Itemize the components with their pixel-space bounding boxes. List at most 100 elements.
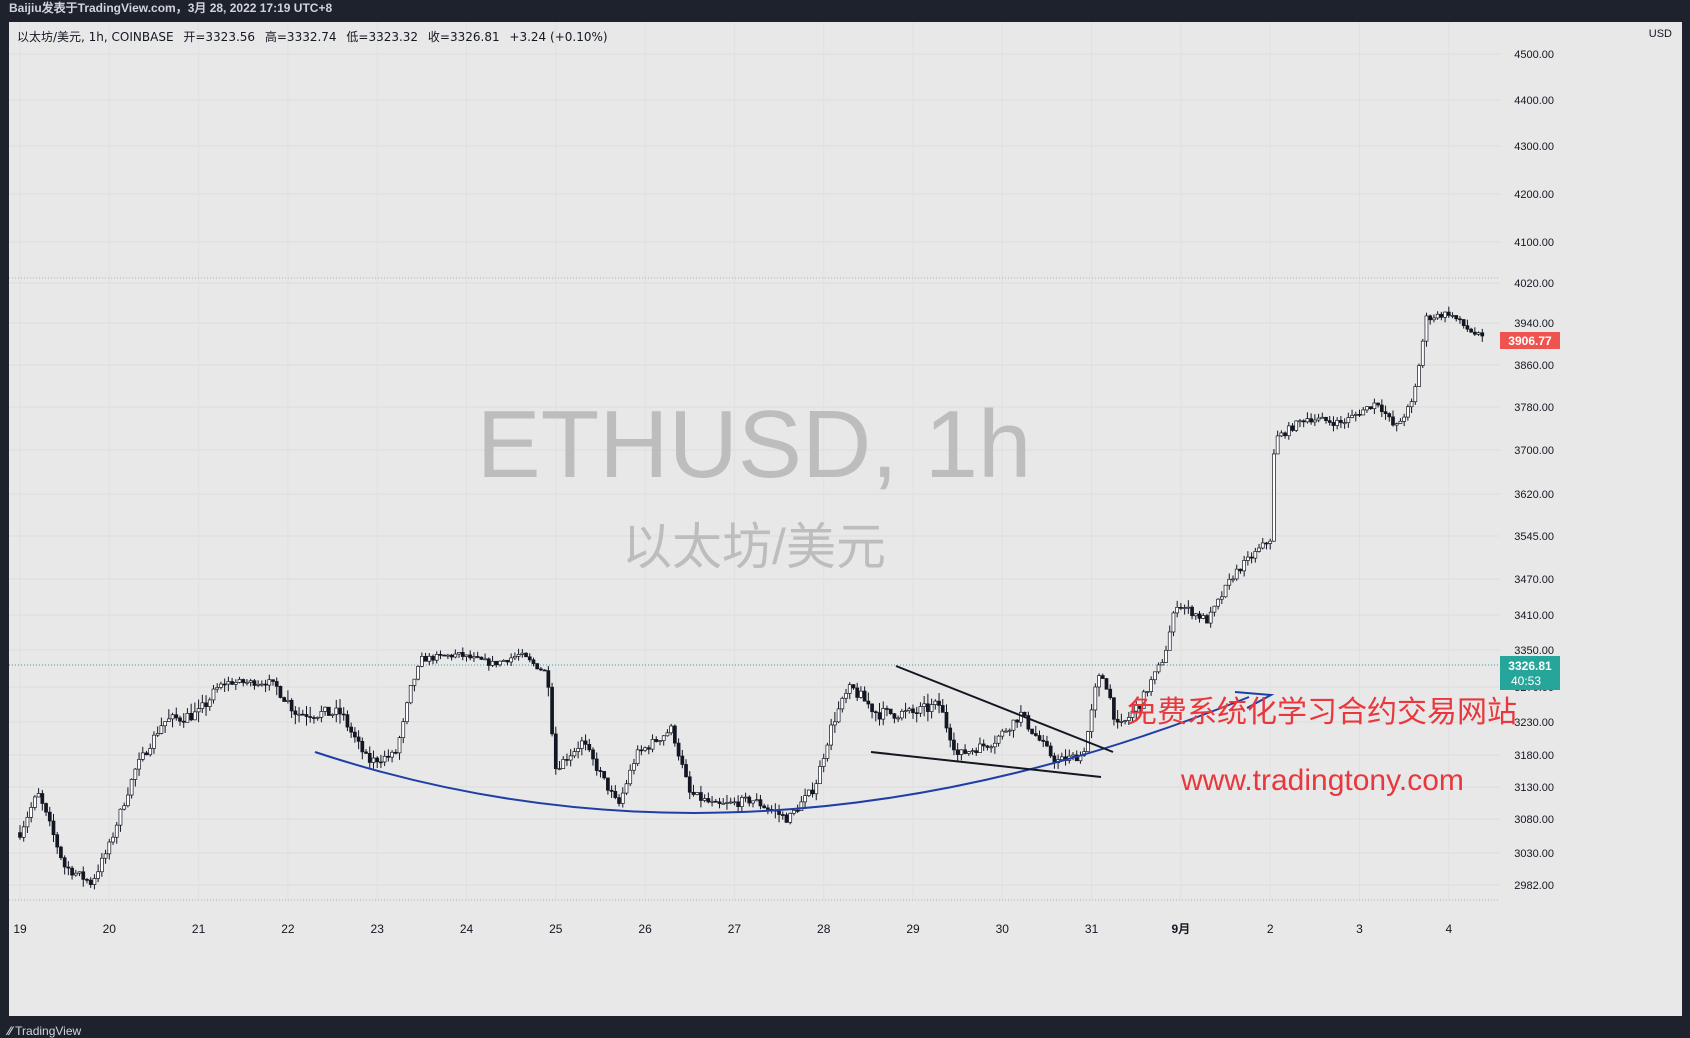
time-tick-label: 29 xyxy=(906,922,920,936)
time-tick-label: 19 xyxy=(13,922,27,936)
promo-text: 免费系统化学习合约交易网站 xyxy=(1127,696,1517,729)
candle-body xyxy=(1048,745,1053,757)
candle-body xyxy=(1443,311,1447,318)
wedge-lower-trendline[interactable] xyxy=(870,751,1102,778)
candle-body xyxy=(1205,615,1209,624)
wedge-upper-trendline[interactable] xyxy=(895,665,1114,753)
price-chart-svg[interactable]: ETHUSD, 1h 以太坊/美元 免费系统化学习合约交易网站 www.trad… xyxy=(9,22,1682,1016)
candle-body xyxy=(323,706,327,712)
candle-body xyxy=(397,737,402,754)
chart-area[interactable]: ETHUSD, 1h 以太坊/美元 免费系统化学习合约交易网站 www.trad… xyxy=(9,22,1682,1016)
candle-body xyxy=(282,697,287,702)
candle-body xyxy=(985,745,990,748)
candle-body xyxy=(1279,432,1284,437)
candle-body xyxy=(1305,418,1310,423)
candle-body xyxy=(1476,332,1481,335)
candle-body xyxy=(632,763,636,771)
candle-body xyxy=(513,656,517,659)
candle-body xyxy=(204,702,208,707)
candle-body xyxy=(542,669,547,672)
candle-body xyxy=(1339,420,1343,424)
candle-body xyxy=(1112,697,1116,720)
candle-body xyxy=(449,654,454,658)
candle-body xyxy=(77,871,82,874)
candle-body xyxy=(1216,598,1220,607)
candle-body xyxy=(591,749,595,760)
candle-body xyxy=(996,735,1001,744)
candle-body xyxy=(51,820,56,836)
candle-body xyxy=(367,753,372,763)
legend-symbol[interactable]: 以太坊/美元, 1h, COINBASE xyxy=(17,30,174,44)
candle-body xyxy=(579,740,584,749)
candle-body xyxy=(624,783,629,794)
candle-body xyxy=(349,726,354,733)
price-tick-label: 3700.00 xyxy=(1514,445,1554,457)
candle-body xyxy=(490,660,495,666)
candle-body xyxy=(1134,704,1139,712)
candle-body xyxy=(1249,556,1254,559)
candle-body xyxy=(661,735,666,741)
candle-body xyxy=(483,658,487,661)
candle-body xyxy=(40,793,45,804)
candle-body xyxy=(1119,721,1124,723)
candle-body xyxy=(211,688,216,701)
candle-body xyxy=(1294,420,1299,431)
candle-body xyxy=(1320,416,1325,419)
candle-body xyxy=(728,801,733,804)
candle-body xyxy=(788,812,793,823)
candle-body xyxy=(88,879,93,885)
time-tick-label: 2 xyxy=(1267,922,1274,936)
candle-body xyxy=(92,878,97,885)
candle-body xyxy=(825,744,830,759)
candle-body xyxy=(758,799,763,807)
candle-body xyxy=(96,871,100,879)
candle-body xyxy=(888,708,893,715)
candle-body xyxy=(1190,606,1194,617)
candle-body xyxy=(840,697,845,710)
candle-body xyxy=(795,810,800,812)
candle-body xyxy=(1417,365,1421,387)
time-tick-label: 22 xyxy=(281,922,295,936)
candle-body xyxy=(1290,425,1295,431)
rounding-bottom-curve[interactable] xyxy=(314,696,1250,814)
price-tick-label: 4300.00 xyxy=(1514,141,1554,153)
candle-body xyxy=(189,713,194,721)
candle-body xyxy=(673,725,677,744)
candle-body xyxy=(1472,331,1477,335)
candle-body xyxy=(55,834,60,848)
candle-body xyxy=(442,654,447,657)
candle-body xyxy=(628,769,633,785)
currency-label[interactable]: USD xyxy=(1648,28,1672,40)
candle-body xyxy=(620,792,625,804)
time-tick-label: 4 xyxy=(1445,922,1452,936)
candle-body xyxy=(706,798,711,803)
candle-body xyxy=(1045,741,1049,747)
candle-body xyxy=(959,749,964,755)
candle-body xyxy=(952,739,956,751)
candle-body xyxy=(691,791,696,795)
candle-body xyxy=(680,755,685,765)
candle-body xyxy=(687,776,692,793)
candle-body xyxy=(1350,414,1354,418)
candle-body xyxy=(881,708,886,720)
candle-body xyxy=(1316,417,1321,421)
price-tick-label: 4100.00 xyxy=(1514,237,1554,249)
candle-body xyxy=(799,801,804,812)
candle-body xyxy=(1458,318,1462,321)
candle-body xyxy=(457,652,461,655)
time-tick-label: 3 xyxy=(1356,922,1363,936)
symbol-watermark: ETHUSD, 1h 以太坊/美元 xyxy=(477,391,1032,575)
candle-body xyxy=(122,805,127,810)
price-tick-label: 4400.00 xyxy=(1514,95,1554,107)
candle-body xyxy=(47,811,52,822)
price-tick-label: 2982.00 xyxy=(1514,880,1554,892)
candle-body xyxy=(855,687,860,698)
candle-body xyxy=(918,706,923,714)
candle-body xyxy=(29,807,34,818)
legend-open: 开=3323.56 xyxy=(183,30,256,44)
candle-body xyxy=(747,796,752,804)
candle-body xyxy=(1391,416,1395,426)
price-tick-label: 3030.00 xyxy=(1514,848,1554,860)
candle-body xyxy=(974,750,979,753)
candle-body xyxy=(326,706,331,716)
